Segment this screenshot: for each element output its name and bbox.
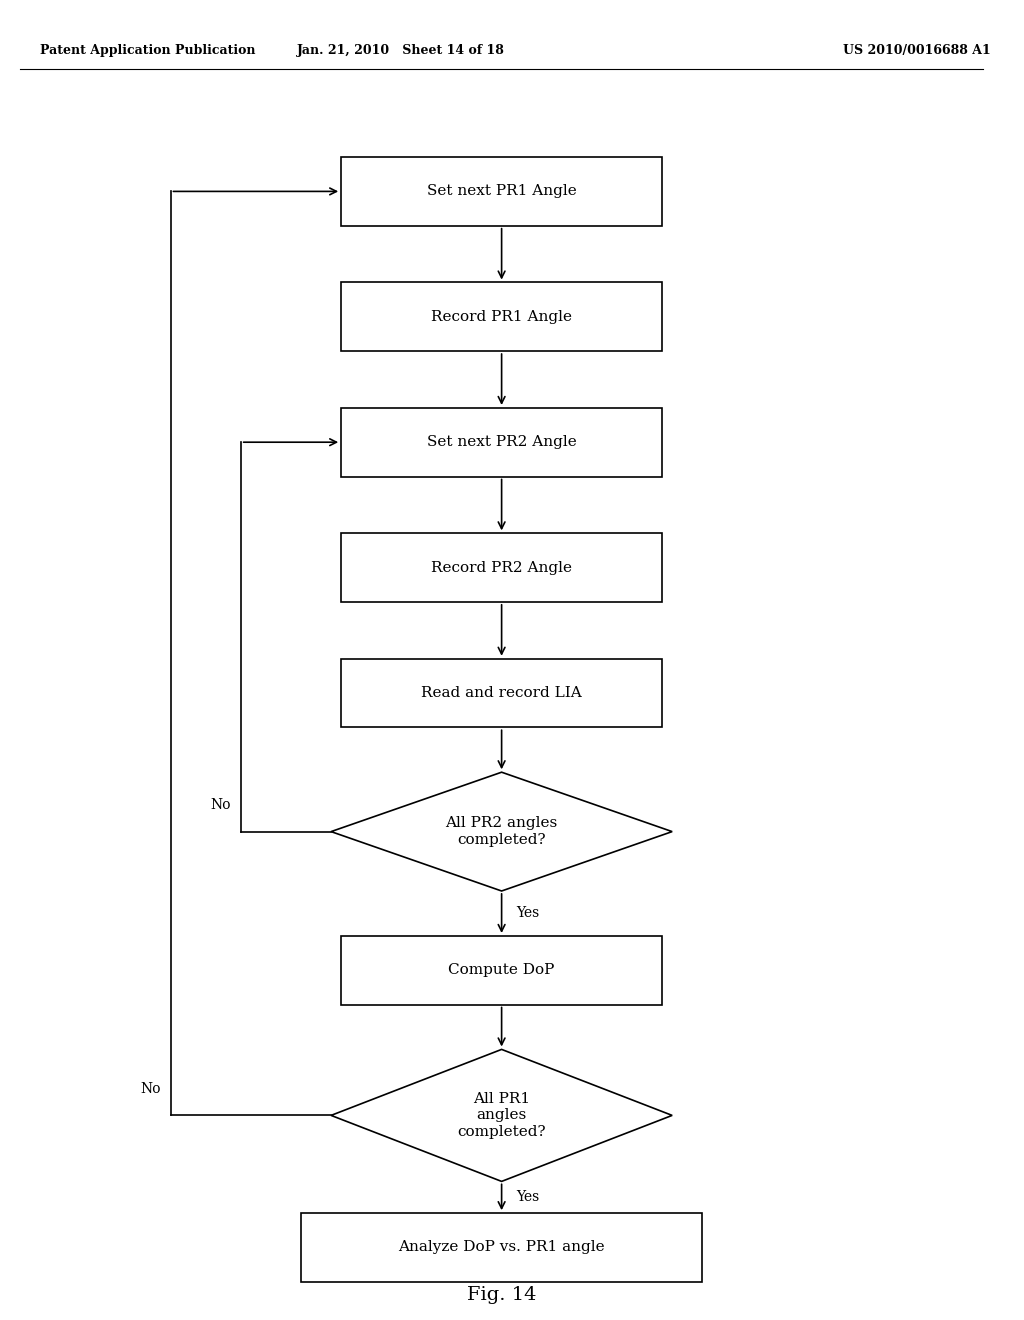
Text: Analyze DoP vs. PR1 angle: Analyze DoP vs. PR1 angle bbox=[398, 1241, 605, 1254]
Text: Patent Application Publication: Patent Application Publication bbox=[40, 44, 256, 57]
Polygon shape bbox=[331, 1049, 672, 1181]
Text: Fig. 14: Fig. 14 bbox=[467, 1286, 537, 1304]
Text: Compute DoP: Compute DoP bbox=[449, 964, 555, 977]
Text: No: No bbox=[210, 797, 230, 812]
Text: No: No bbox=[140, 1081, 161, 1096]
Text: Set next PR2 Angle: Set next PR2 Angle bbox=[427, 436, 577, 449]
Text: Jan. 21, 2010   Sheet 14 of 18: Jan. 21, 2010 Sheet 14 of 18 bbox=[297, 44, 505, 57]
Polygon shape bbox=[331, 772, 672, 891]
Text: All PR2 angles
completed?: All PR2 angles completed? bbox=[445, 817, 558, 846]
Text: All PR1
angles
completed?: All PR1 angles completed? bbox=[458, 1092, 546, 1139]
Text: US 2010/0016688 A1: US 2010/0016688 A1 bbox=[843, 44, 990, 57]
FancyBboxPatch shape bbox=[341, 408, 663, 477]
FancyBboxPatch shape bbox=[301, 1213, 702, 1282]
FancyBboxPatch shape bbox=[341, 157, 663, 226]
Text: Yes: Yes bbox=[517, 1191, 540, 1204]
FancyBboxPatch shape bbox=[341, 936, 663, 1005]
Text: Record PR2 Angle: Record PR2 Angle bbox=[431, 561, 572, 574]
Text: Set next PR1 Angle: Set next PR1 Angle bbox=[427, 185, 577, 198]
Text: Record PR1 Angle: Record PR1 Angle bbox=[431, 310, 572, 323]
FancyBboxPatch shape bbox=[341, 282, 663, 351]
Text: Read and record LIA: Read and record LIA bbox=[421, 686, 582, 700]
FancyBboxPatch shape bbox=[341, 533, 663, 602]
Text: Yes: Yes bbox=[517, 907, 540, 920]
FancyBboxPatch shape bbox=[341, 659, 663, 727]
